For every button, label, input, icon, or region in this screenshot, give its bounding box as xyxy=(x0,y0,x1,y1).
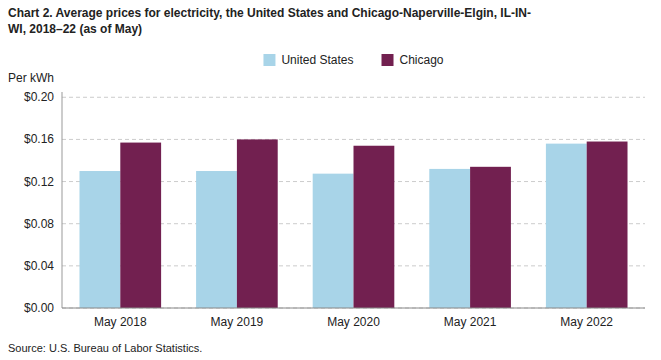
grid-line xyxy=(62,139,645,140)
bar xyxy=(470,167,511,308)
x-tick-label: May 2018 xyxy=(94,315,147,329)
x-tick-label: May 2019 xyxy=(211,315,264,329)
legend: United States Chicago xyxy=(263,53,443,67)
source-note: Source: U.S. Bureau of Labor Statistics. xyxy=(8,342,202,354)
bar xyxy=(120,143,161,308)
x-axis-line xyxy=(62,308,645,309)
bar xyxy=(587,142,628,308)
legend-swatch xyxy=(382,54,394,66)
title-group: Chart 2. Average prices for electricity,… xyxy=(8,6,531,36)
bars xyxy=(79,139,627,308)
y-axis-label: Per kWh xyxy=(8,71,54,85)
bar xyxy=(196,171,237,308)
chart: Chart 2. Average prices for electricity,… xyxy=(0,0,661,360)
y-tick-label: $0.00 xyxy=(24,301,54,315)
y-tick-label: $0.20 xyxy=(24,90,54,104)
y-axis-line xyxy=(62,92,63,308)
grid-line xyxy=(62,308,645,309)
y-tick-label: $0.04 xyxy=(24,259,54,273)
legend-item: United States xyxy=(263,53,353,67)
title: Chart 2. Average prices for electricity,… xyxy=(8,6,531,20)
bar xyxy=(546,144,587,308)
title: WI, 2018–22 (as of May) xyxy=(8,22,142,36)
y-tick-label: $0.08 xyxy=(24,217,54,231)
legend-swatch xyxy=(263,54,275,66)
grid: $0.00 $0.04 $0.08 $0.12 $0.16 $0.20 xyxy=(24,90,645,315)
bar xyxy=(354,146,395,308)
bar xyxy=(237,139,278,308)
bar xyxy=(79,171,120,308)
bar xyxy=(313,174,354,308)
legend-label: United States xyxy=(281,53,353,67)
legend-label: Chicago xyxy=(400,53,444,67)
y-tick-label: $0.16 xyxy=(24,132,54,146)
bar xyxy=(429,169,470,308)
y-tick-label: $0.12 xyxy=(24,175,54,189)
legend-item: Chicago xyxy=(382,53,444,67)
x-tick-label: May 2020 xyxy=(327,315,380,329)
x-tick-label: May 2021 xyxy=(444,315,497,329)
x-tick-label: May 2022 xyxy=(560,315,613,329)
grid-line xyxy=(62,97,645,98)
